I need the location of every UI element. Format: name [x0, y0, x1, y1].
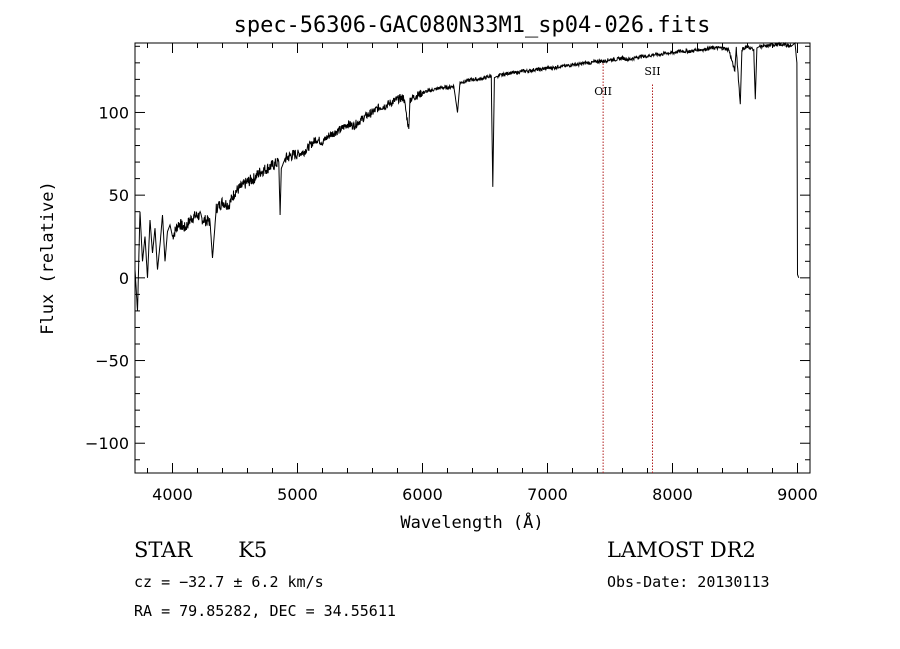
- survey-name: LAMOST DR2: [607, 538, 756, 562]
- plot-area-frame: [134, 42, 811, 474]
- line-marker-label: OII: [594, 85, 612, 98]
- x-tick-label: 6000: [402, 485, 443, 504]
- axes: 4000 5000 6000 7000 8000 9000 −100 −50 0 50 100: [85, 43, 818, 504]
- line-markers: OII SII: [594, 63, 661, 473]
- series-layer: [134, 41, 800, 311]
- classification-line: STAR K5: [134, 538, 267, 562]
- x-tick-label: 5000: [277, 485, 318, 504]
- y-tick-label: 0: [119, 269, 129, 288]
- object-type: STAR: [134, 538, 193, 562]
- x-tick-label: 4000: [152, 485, 193, 504]
- y-tick-label: −100: [85, 434, 129, 453]
- y-tick-label: 100: [98, 103, 129, 122]
- x-tick-label: 8000: [652, 485, 693, 504]
- y-axis-label: Flux (relative): [38, 181, 58, 335]
- observation-date: Obs-Date: 20130113: [607, 573, 770, 591]
- redshift-text: cz = −32.7 ± 6.2 km/s: [134, 573, 324, 591]
- x-tick-label: 9000: [777, 485, 818, 504]
- y-tick-label: 50: [109, 186, 129, 205]
- x-axis-label: Wavelength (Å): [400, 511, 543, 533]
- coordinates-text: RA = 79.85282, DEC = 34.55611: [134, 602, 396, 620]
- spectral-subclass: K5: [238, 538, 268, 562]
- line-marker-label: SII: [644, 65, 660, 78]
- x-tick-label: 7000: [527, 485, 568, 504]
- y-tick-label: −50: [95, 352, 129, 371]
- chart-title: spec-56306-GAC080N33M1_sp04-026.fits: [234, 13, 711, 38]
- spectrum-line: [134, 41, 800, 311]
